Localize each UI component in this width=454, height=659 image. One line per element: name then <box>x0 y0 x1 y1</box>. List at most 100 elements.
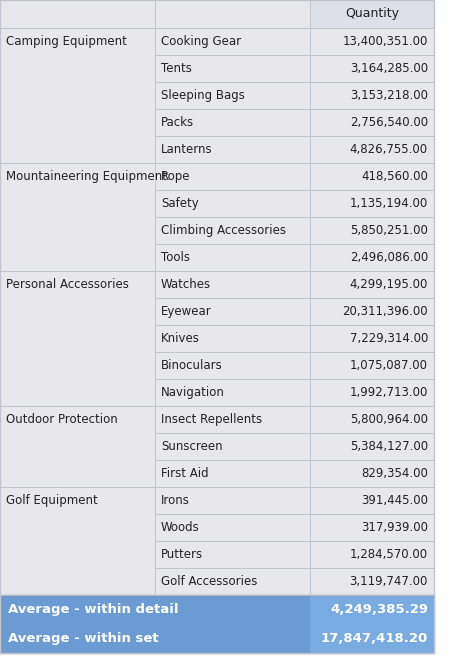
Bar <box>0 487 155 595</box>
Text: Knives: Knives <box>161 332 200 345</box>
Text: 1,284,570.00: 1,284,570.00 <box>350 548 428 561</box>
Bar <box>155 163 310 190</box>
Text: Woods: Woods <box>161 521 200 534</box>
Text: Safety: Safety <box>161 197 199 210</box>
Text: 3,119,747.00: 3,119,747.00 <box>350 575 428 588</box>
Bar <box>310 28 434 55</box>
Text: 13,400,351.00: 13,400,351.00 <box>343 35 428 48</box>
Bar <box>0 28 155 163</box>
Text: 1,992,713.00: 1,992,713.00 <box>350 386 428 399</box>
Text: 1,135,194.00: 1,135,194.00 <box>350 197 428 210</box>
Bar <box>310 217 434 244</box>
Text: 2,496,086.00: 2,496,086.00 <box>350 251 428 264</box>
Bar <box>310 541 434 568</box>
Text: 317,939.00: 317,939.00 <box>361 521 428 534</box>
Bar <box>310 379 434 406</box>
Bar <box>310 325 434 352</box>
Text: Mountaineering Equipment: Mountaineering Equipment <box>6 170 167 183</box>
Bar <box>0 541 155 568</box>
Bar <box>0 0 155 28</box>
Text: Outdoor Protection: Outdoor Protection <box>6 413 118 426</box>
Bar <box>0 109 155 136</box>
Text: Tools: Tools <box>161 251 190 264</box>
Bar <box>155 28 310 55</box>
Bar <box>0 325 155 352</box>
Text: Rope: Rope <box>161 170 191 183</box>
Bar <box>310 109 434 136</box>
Text: Average - within set: Average - within set <box>8 632 158 645</box>
Bar <box>155 136 310 163</box>
Bar <box>0 595 434 653</box>
Text: 3,164,285.00: 3,164,285.00 <box>350 62 428 75</box>
Bar <box>310 136 434 163</box>
Bar <box>0 595 310 624</box>
Bar <box>155 55 310 82</box>
Bar <box>310 624 434 653</box>
Bar <box>0 217 155 244</box>
Text: Personal Accessories: Personal Accessories <box>6 278 129 291</box>
Bar <box>155 298 310 325</box>
Text: 5,384,127.00: 5,384,127.00 <box>350 440 428 453</box>
Text: Watches: Watches <box>161 278 211 291</box>
Bar <box>155 244 310 271</box>
Bar <box>310 595 434 624</box>
Bar <box>310 163 434 190</box>
Text: Tents: Tents <box>161 62 192 75</box>
Text: 391,445.00: 391,445.00 <box>361 494 428 507</box>
Text: 5,850,251.00: 5,850,251.00 <box>350 224 428 237</box>
Bar <box>0 55 155 82</box>
Bar <box>155 352 310 379</box>
Bar <box>0 487 155 514</box>
Text: Putters: Putters <box>161 548 203 561</box>
Text: Climbing Accessories: Climbing Accessories <box>161 224 286 237</box>
Bar <box>0 82 155 109</box>
Text: Packs: Packs <box>161 116 194 129</box>
Text: 4,249,385.29: 4,249,385.29 <box>330 603 428 616</box>
Bar <box>310 460 434 487</box>
Bar <box>310 352 434 379</box>
Bar <box>310 298 434 325</box>
Text: Sunscreen: Sunscreen <box>161 440 222 453</box>
Bar <box>155 406 310 433</box>
Bar <box>155 460 310 487</box>
Bar <box>0 568 155 595</box>
Text: 17,847,418.20: 17,847,418.20 <box>321 632 428 645</box>
Bar <box>0 163 155 190</box>
Text: 1,075,087.00: 1,075,087.00 <box>350 359 428 372</box>
Bar <box>310 244 434 271</box>
Bar <box>0 406 155 487</box>
Bar <box>310 568 434 595</box>
Text: 5,800,964.00: 5,800,964.00 <box>350 413 428 426</box>
Bar <box>155 487 310 514</box>
Text: Irons: Irons <box>161 494 190 507</box>
Bar <box>310 514 434 541</box>
Text: 829,354.00: 829,354.00 <box>361 467 428 480</box>
Text: 418,560.00: 418,560.00 <box>361 170 428 183</box>
Bar <box>310 190 434 217</box>
Text: Binoculars: Binoculars <box>161 359 223 372</box>
Text: Cooking Gear: Cooking Gear <box>161 35 241 48</box>
Bar <box>0 514 155 541</box>
Bar <box>0 460 155 487</box>
Text: Quantity: Quantity <box>345 7 399 20</box>
Bar <box>0 379 155 406</box>
Bar <box>0 28 155 55</box>
Bar <box>0 433 155 460</box>
Text: First Aid: First Aid <box>161 467 209 480</box>
Bar <box>310 0 434 28</box>
Bar <box>0 163 155 271</box>
Bar <box>310 487 434 514</box>
Bar <box>155 190 310 217</box>
Bar <box>310 82 434 109</box>
Text: Eyewear: Eyewear <box>161 305 212 318</box>
Bar <box>155 217 310 244</box>
Text: Insect Repellents: Insect Repellents <box>161 413 262 426</box>
Bar <box>155 379 310 406</box>
Bar <box>310 271 434 298</box>
Bar <box>155 433 310 460</box>
Bar <box>155 109 310 136</box>
Bar <box>155 514 310 541</box>
Text: 7,229,314.00: 7,229,314.00 <box>350 332 428 345</box>
Text: 20,311,396.00: 20,311,396.00 <box>342 305 428 318</box>
Bar <box>310 433 434 460</box>
